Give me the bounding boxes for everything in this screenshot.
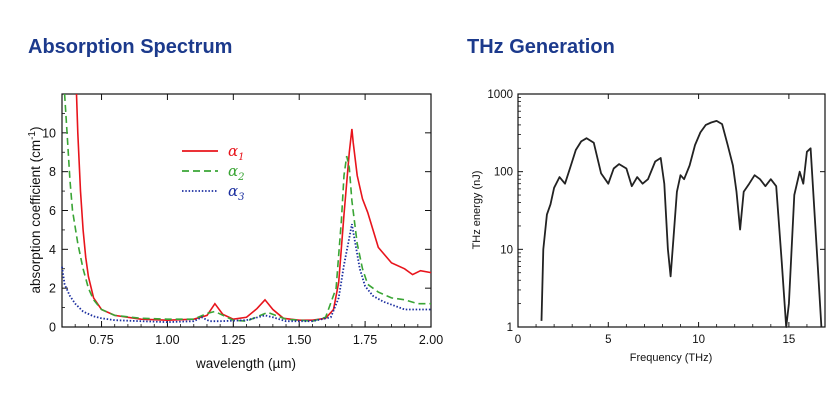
thz-x-axis-label: Frequency (THz) bbox=[630, 352, 713, 364]
thz-series-line-1 bbox=[540, 120, 823, 328]
thz-x-tick-label: 0 bbox=[515, 334, 521, 346]
absorption-x-tick-label: 1.00 bbox=[155, 333, 179, 347]
absorption-x-tick-label: 1.75 bbox=[353, 333, 377, 347]
legend-label-3: α3 bbox=[228, 182, 245, 203]
absorption-y-tick-label: 6 bbox=[49, 204, 56, 218]
thz-chart-title: THz Generation bbox=[467, 36, 615, 58]
absorption-series-line-2 bbox=[63, 93, 431, 323]
absorption-series-line-1 bbox=[75, 93, 432, 322]
absorption-series bbox=[61, 93, 432, 324]
thz-ticks: 0 5 10 15 1 10 100 1000 bbox=[487, 89, 825, 346]
absorption-plot-frame bbox=[61, 93, 432, 328]
absorption-y-tick-label: 0 bbox=[49, 321, 56, 335]
absorption-y-tick-label: 2 bbox=[49, 282, 56, 296]
absorption-x-tick-label: 1.50 bbox=[287, 333, 311, 347]
thz-y-tick-label: 10 bbox=[500, 244, 513, 256]
thz-x-tick-label: 15 bbox=[782, 334, 795, 346]
legend-label-2: α2 bbox=[228, 162, 245, 183]
absorption-y-tick-label: 4 bbox=[49, 243, 56, 257]
thz-y-tick-label: 1000 bbox=[487, 89, 513, 101]
legend-label-1: α1 bbox=[228, 142, 245, 163]
thz-y-tick-label: 100 bbox=[494, 167, 513, 179]
absorption-y-tick-label: 8 bbox=[49, 165, 56, 179]
thz-plot-frame bbox=[517, 93, 826, 328]
absorption-y-axis-label-superscript: -1 bbox=[27, 131, 38, 140]
absorption-x-tick-label: 0.75 bbox=[89, 333, 113, 347]
absorption-ticks: 0.75 1.00 1.25 1.50 1.75 2.00 0 2 4 6 8 10 bbox=[42, 94, 443, 347]
thz-y-tick-label: 1 bbox=[507, 322, 513, 334]
thz-series bbox=[540, 120, 823, 328]
absorption-x-axis-label: wavelength (µm) bbox=[195, 356, 296, 371]
absorption-y-axis-label: absorption coefficient (cm-1) bbox=[27, 127, 43, 294]
absorption-x-tick-label: 1.25 bbox=[221, 333, 245, 347]
absorption-series-line-3 bbox=[61, 223, 431, 324]
absorption-y-tick-label: 10 bbox=[42, 126, 56, 140]
absorption-y-axis-label-main: absorption coefficient (cm bbox=[28, 140, 43, 294]
absorption-chart-title: Absorption Spectrum bbox=[28, 36, 233, 58]
absorption-x-tick-label: 2.00 bbox=[419, 333, 443, 347]
thz-x-tick-label: 10 bbox=[692, 334, 705, 346]
thz-x-tick-label: 5 bbox=[605, 334, 611, 346]
absorption-y-axis-label-close: ) bbox=[28, 127, 43, 132]
thz-y-axis-label: THz energy (nJ) bbox=[471, 171, 483, 250]
